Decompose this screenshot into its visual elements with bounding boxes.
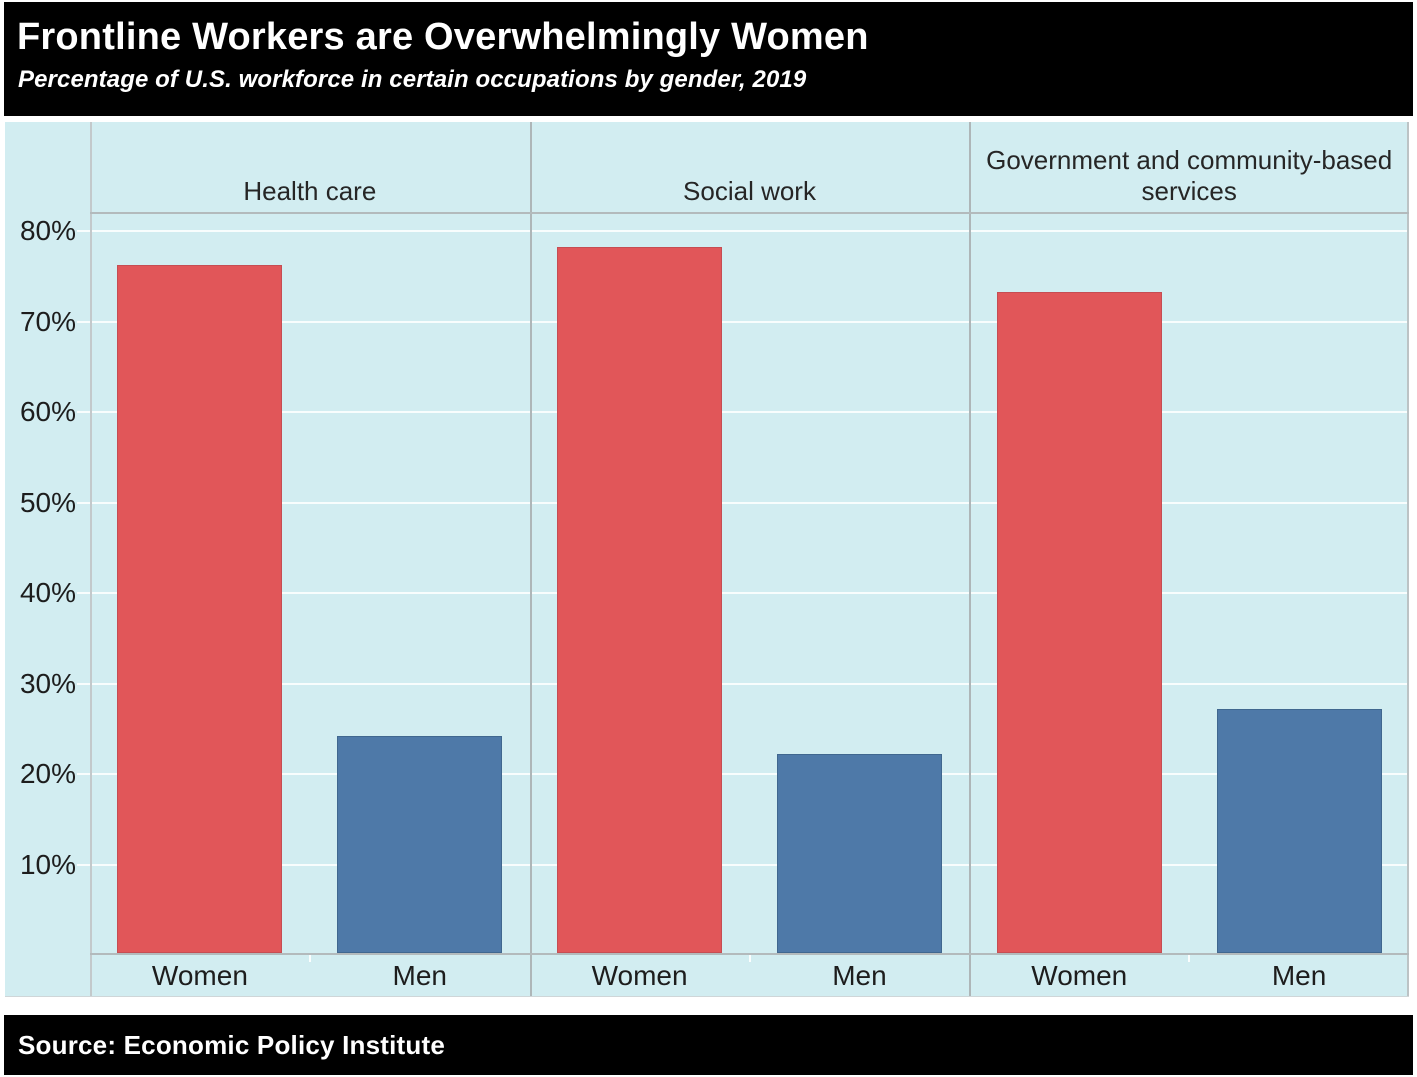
- plot-right-border: [1407, 122, 1409, 996]
- bar-men-panel-2: [776, 753, 942, 953]
- bar-men-panel-1: [337, 735, 503, 953]
- y-axis-line: [90, 122, 92, 996]
- y-tick-label-70: 70%: [19, 305, 76, 337]
- x-axis-mid-tick-panel-2: [748, 953, 751, 962]
- x-tick-label-women-panel-2: Women: [591, 959, 688, 991]
- title-bar: Frontline Workers are Overwhelmingly Wom…: [4, 2, 1413, 116]
- y-axis: 80% 70% 60% 50% 40% 30% 20% 10%: [5, 122, 90, 996]
- gridline-50: [77, 501, 1409, 504]
- x-tick-label-men-panel-3: Men: [1271, 959, 1327, 991]
- panel-divider-1: [529, 122, 532, 996]
- bar-women-panel-3: [996, 292, 1162, 953]
- panel-header-separator: [90, 212, 1409, 214]
- gridline-70: [77, 320, 1409, 323]
- x-tick-label-women-panel-3: Women: [1031, 959, 1128, 991]
- x-tick-label-men-panel-1: Men: [392, 959, 447, 991]
- y-tick-label-40: 40%: [19, 577, 76, 609]
- source-text: Source: Economic Policy Institute: [18, 1029, 446, 1060]
- panel-3: Government and community-based services W…: [969, 122, 1409, 996]
- x-tick-label-women-panel-1: Women: [151, 959, 248, 991]
- bar-men-panel-3: [1216, 708, 1382, 953]
- gridline-60: [77, 411, 1409, 414]
- panel-title-1: Health care: [243, 176, 377, 207]
- bar-women-panel-2: [557, 247, 723, 953]
- gridline-20: [77, 773, 1409, 776]
- bar-women-panel-1: [117, 265, 283, 953]
- panels: Health care Women Men Social work Women Men Go…: [90, 122, 1409, 996]
- plot-area: Health care Women Men Social work Women Men Go…: [77, 122, 1409, 996]
- chart-subtitle: Percentage of U.S. workforce in certain …: [18, 65, 807, 93]
- source-bar: Source: Economic Policy Institute: [4, 1015, 1413, 1075]
- gridline-30: [77, 682, 1409, 685]
- y-tick-label-30: 30%: [19, 667, 76, 699]
- gridline-10: [77, 863, 1409, 866]
- x-tick-label-men-panel-2: Men: [832, 959, 887, 991]
- x-axis-mid-tick-panel-1: [308, 953, 311, 962]
- gridline-80: [77, 230, 1409, 233]
- gridline-40: [77, 592, 1409, 595]
- x-axis-mid-tick-panel-3: [1188, 953, 1191, 962]
- panel-title-3: Government and community-based services: [986, 144, 1393, 207]
- y-tick-label-10: 10%: [19, 848, 76, 880]
- y-tick-label-80: 80%: [19, 215, 76, 247]
- panel-title-2: Social work: [683, 176, 816, 207]
- y-tick-label-60: 60%: [19, 396, 76, 428]
- chart-title: Frontline Workers are Overwhelmingly Wom…: [17, 16, 869, 58]
- y-tick-label-20: 20%: [19, 758, 76, 790]
- x-axis-line: [90, 953, 1409, 955]
- panel-1: Health care Women Men: [90, 122, 530, 996]
- panel-2: Social work Women Men: [530, 122, 970, 996]
- y-tick-label-50: 50%: [19, 486, 76, 518]
- chart-area: 80% 70% 60% 50% 40% 30% 20% 10% Health care Wome…: [5, 122, 1409, 997]
- panel-divider-2: [969, 122, 972, 996]
